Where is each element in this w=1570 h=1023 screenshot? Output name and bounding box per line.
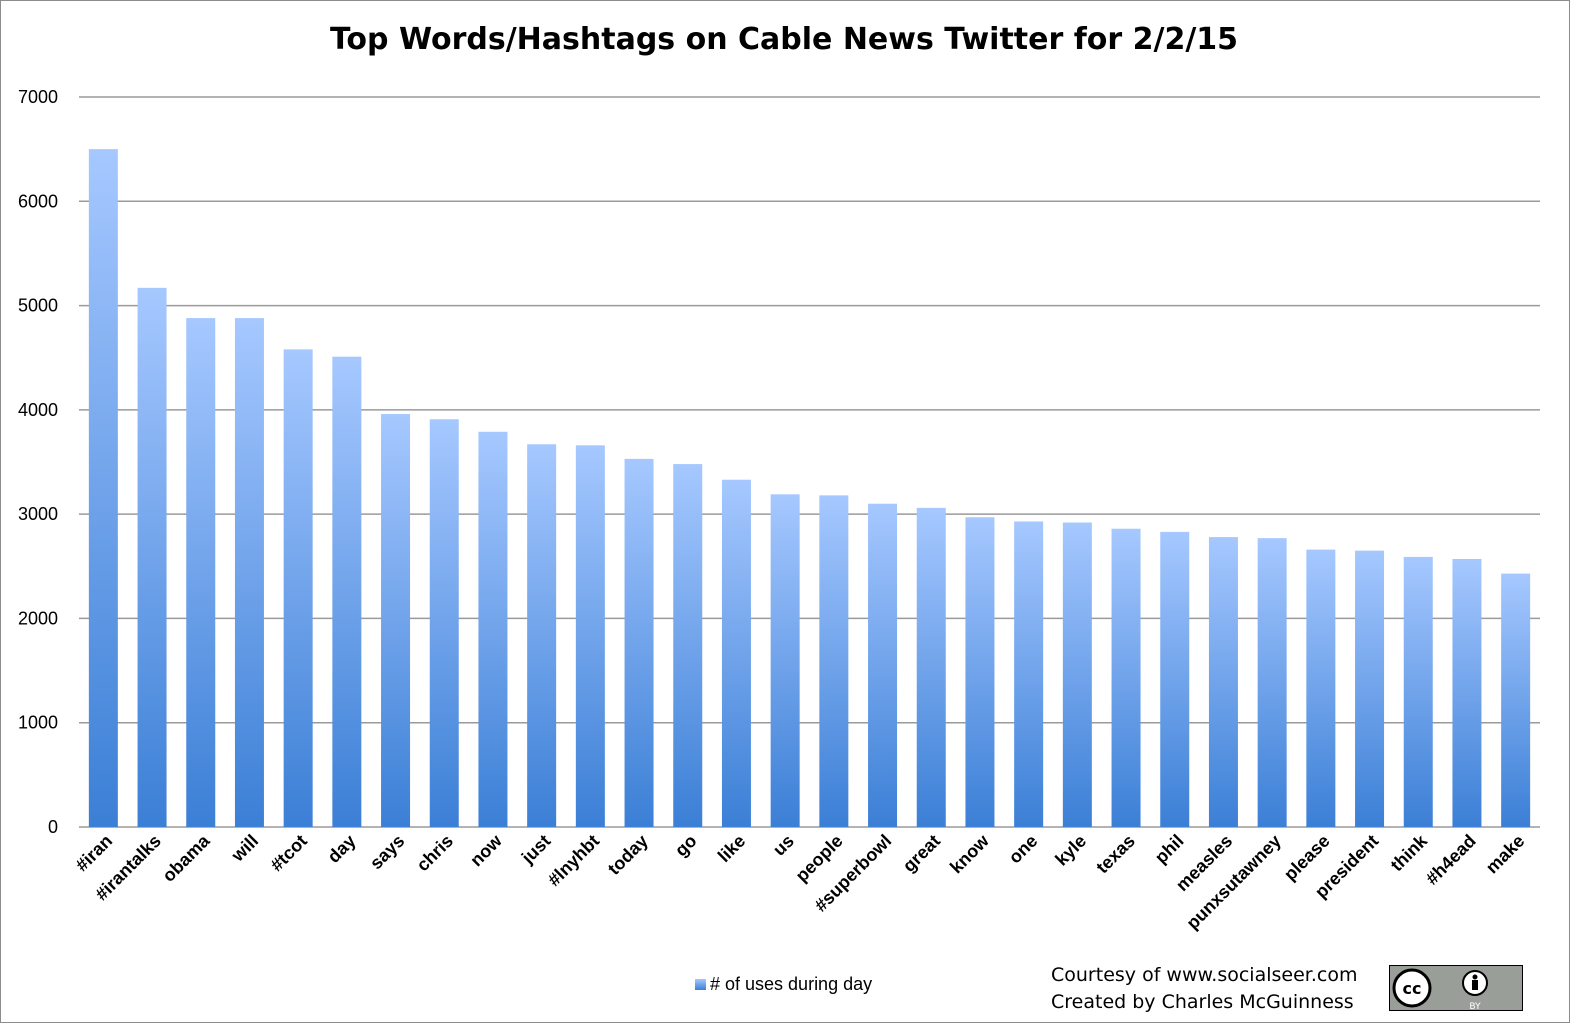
x-tick-label: #tcot [266,831,311,876]
y-tick-label: 3000 [18,504,58,524]
by-label: BY [1469,1002,1481,1011]
x-tick-label: kyle [1051,831,1090,870]
bar-president [1355,550,1385,827]
x-tick-label: go [671,831,701,861]
chart-title: Top Words/Hashtags on Cable News Twitter… [329,22,1239,57]
bar-us [770,494,800,827]
bar-today [624,458,654,827]
gridlines [79,96,1540,828]
bar-punxsutawney [1257,538,1287,827]
bar-says [381,414,411,827]
credit-courtesy: Courtesy of www.socialseer.com [1051,964,1358,986]
cc-by-license-badge: cc BY [1389,965,1523,1011]
x-tick-label: #lnyhbt [544,831,603,890]
bar-great [916,507,946,827]
x-tick-label: says [366,831,408,873]
y-tick-label: 5000 [18,296,58,316]
bar-like [721,479,751,827]
x-tick-label: texas [1092,831,1139,878]
bar-phil [1160,531,1190,827]
x-tick-label: chris [413,831,458,876]
x-tick-label: make [1482,831,1529,878]
bar-hash-iran [88,149,118,828]
bar-go [673,464,703,827]
x-tick-label: think [1387,830,1432,875]
bars [88,149,1531,828]
x-tick-label: obama [158,830,214,886]
bar-people [819,495,849,827]
person-head [1472,974,1478,980]
y-tick-label: 4000 [18,400,58,420]
cc-text: cc [1403,979,1422,998]
bar-will [234,318,264,827]
x-tick-label: like [714,831,749,866]
y-axis-ticks: 0 1000 2000 3000 4000 5000 6000 7000 [18,87,58,837]
y-tick-label: 2000 [18,608,58,628]
legend-swatch [695,979,706,990]
x-tick-label: day [324,831,360,867]
bar-make [1501,573,1531,827]
bar-texas [1111,528,1141,827]
y-tick-label: 7000 [18,87,58,107]
y-tick-label: 0 [48,817,58,837]
person-body [1472,980,1478,990]
bar-kyle [1062,522,1092,827]
bar-one [1014,521,1044,827]
bar-hash-irantalks [137,287,167,827]
x-tick-label: great [899,831,944,876]
cc-circle-icon [1392,968,1432,1008]
bar-just [527,444,557,827]
x-tick-label: just [517,831,554,868]
x-tick-label: will [227,831,262,866]
bar-chris [429,419,459,827]
x-tick-label: us [769,831,798,860]
x-tick-label: #iran [72,831,117,876]
bar-hash-tcot [283,349,313,827]
y-tick-label: 1000 [18,713,58,733]
bar-please [1306,549,1336,827]
bar-obama [186,318,216,827]
bar-hash-lnyhbt [575,445,605,827]
bar-hash-superbowl [868,503,898,827]
bar-measles [1208,537,1238,827]
x-tick-label: #h4ead [1422,831,1480,889]
credit-block: Courtesy of www.socialseer.com Created b… [1051,962,1357,1016]
legend-label: # of uses during day [710,974,873,994]
bar-day [332,356,362,827]
bar-now [478,431,508,827]
legend: # of uses during day [695,974,872,995]
x-tick-label: know [946,830,993,877]
bar-hash-h4ead [1452,558,1482,827]
x-tick-label: now [466,830,506,870]
x-tick-label: today [604,831,652,879]
bar-think [1403,556,1433,827]
x-tick-label: one [1005,831,1042,868]
x-tick-label: phil [1151,831,1188,868]
cc-badge-graphic: cc BY [1392,968,1488,1011]
y-tick-label: 6000 [18,191,58,211]
credit-author: Created by Charles McGuinness [1051,991,1354,1013]
bar-know [965,517,995,827]
